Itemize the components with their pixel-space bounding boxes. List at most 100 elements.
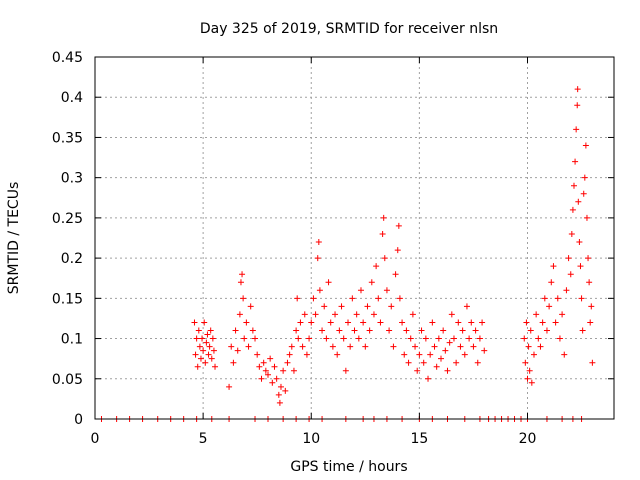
data-point <box>351 327 358 334</box>
data-point <box>203 339 210 346</box>
data-point <box>340 335 347 342</box>
data-point <box>247 303 254 310</box>
data-point <box>334 351 341 358</box>
data-point <box>579 327 586 334</box>
data-point <box>364 303 371 310</box>
data-point <box>386 327 393 334</box>
x-axis-label: GPS time / hours <box>290 459 407 475</box>
data-point <box>276 399 283 406</box>
data-point <box>574 102 581 109</box>
data-point <box>196 343 203 350</box>
grid <box>95 57 614 419</box>
data-point <box>523 319 530 326</box>
data-point <box>286 351 293 358</box>
data-point <box>249 327 256 334</box>
data-point <box>230 359 237 366</box>
data-point <box>377 319 384 326</box>
data-point <box>273 375 280 382</box>
data-point <box>479 319 486 326</box>
data-point <box>407 335 414 342</box>
data-point <box>526 367 533 374</box>
data-point <box>550 263 557 270</box>
data-point <box>438 355 444 362</box>
data-point <box>570 182 577 189</box>
data-point <box>280 367 287 374</box>
data-point <box>425 375 432 382</box>
data-point <box>524 375 531 382</box>
data-point <box>476 335 483 342</box>
data-point <box>353 311 360 318</box>
data-point <box>191 319 198 326</box>
data-point <box>265 371 271 378</box>
data-point <box>262 367 269 374</box>
data-point <box>541 295 548 302</box>
y-tick-label: 0.05 <box>52 372 83 388</box>
data-point <box>357 287 364 294</box>
data-point <box>418 327 425 334</box>
data-point <box>226 383 233 390</box>
data-point <box>325 279 332 286</box>
data-point <box>241 335 248 342</box>
data-point <box>301 311 308 318</box>
data-point <box>563 287 570 294</box>
data-point <box>474 359 481 366</box>
data-point <box>316 287 323 294</box>
y-tick-label: 0.3 <box>61 171 83 187</box>
data-point <box>527 327 534 334</box>
data-points <box>98 86 596 422</box>
data-point <box>252 335 259 342</box>
data-point <box>539 319 546 326</box>
data-point <box>208 355 215 362</box>
data-point <box>416 351 423 358</box>
data-point <box>403 327 410 334</box>
data-point <box>239 271 246 278</box>
data-point <box>368 279 375 286</box>
data-point <box>463 303 470 310</box>
data-point <box>195 327 202 334</box>
data-point <box>431 343 438 350</box>
data-point <box>472 327 479 334</box>
data-point <box>399 319 406 326</box>
data-point <box>587 319 594 326</box>
data-point <box>237 279 244 286</box>
data-point <box>258 375 265 382</box>
data-point <box>575 198 582 205</box>
data-point <box>375 295 382 302</box>
data-point <box>277 383 284 390</box>
data-point <box>236 311 243 318</box>
data-point <box>345 319 352 326</box>
data-point <box>192 351 199 358</box>
data-point <box>388 303 395 310</box>
data-point <box>433 363 440 370</box>
data-point <box>319 327 326 334</box>
data-point <box>453 359 460 366</box>
data-point <box>256 363 263 370</box>
data-point <box>282 387 289 394</box>
data-point <box>297 319 304 326</box>
data-point <box>254 351 261 358</box>
data-point <box>585 255 592 262</box>
data-point <box>552 319 559 326</box>
data-point <box>362 343 369 350</box>
data-point <box>396 295 403 302</box>
data-point <box>327 319 334 326</box>
data-point <box>336 327 343 334</box>
data-point <box>347 343 354 350</box>
data-point <box>210 347 217 354</box>
x-tick-label: 20 <box>519 431 537 447</box>
data-point <box>412 343 419 350</box>
data-point <box>310 295 317 302</box>
data-point <box>521 335 528 342</box>
data-point <box>355 335 362 342</box>
data-point <box>577 263 584 270</box>
data-point <box>199 335 206 342</box>
data-point <box>366 327 373 334</box>
data-point <box>332 311 339 318</box>
data-point <box>561 351 568 358</box>
data-point <box>260 359 267 366</box>
data-point <box>556 335 563 342</box>
data-point <box>299 343 306 350</box>
data-point <box>212 363 219 370</box>
data-point <box>360 319 367 326</box>
data-point <box>269 379 276 386</box>
